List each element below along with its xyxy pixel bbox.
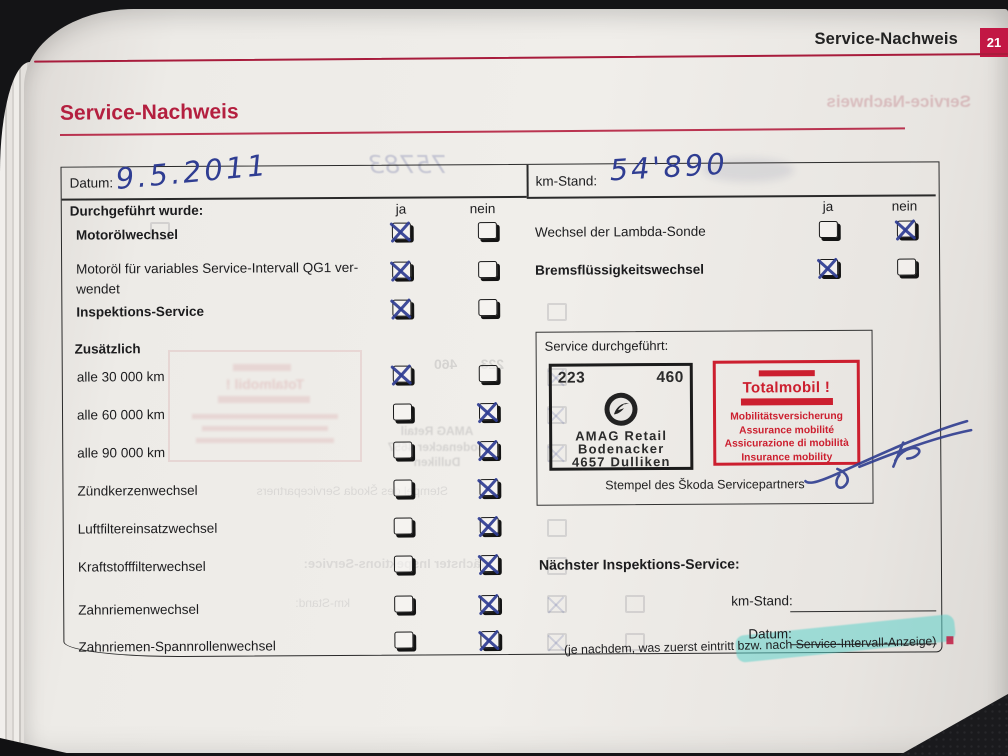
checkbox-ja xyxy=(393,555,413,573)
next-km-blank-line xyxy=(790,610,937,613)
item-label: alle 30 000 km xyxy=(76,369,165,385)
checkbox-ja xyxy=(393,479,413,497)
item-label: Zündkerzenwechsel xyxy=(77,482,198,499)
bleedthrough-checkbox xyxy=(547,444,567,462)
item-label: Motoröl für variables Service-Intervall … xyxy=(76,259,359,297)
km-handwritten-value: 54'890 xyxy=(608,146,729,188)
km-label: km-Stand: xyxy=(535,173,598,189)
bleedthrough-checkbox xyxy=(625,595,645,613)
nein-column-header-right: nein xyxy=(891,198,918,214)
ja-column-header-left: ja xyxy=(395,201,407,217)
km-underline xyxy=(526,194,936,199)
checkbox-ja xyxy=(392,261,412,279)
bleedthrough-checkbox xyxy=(547,557,567,575)
page-header-title: Service-Nachweis xyxy=(814,30,958,48)
bleedthrough-checkbox xyxy=(547,519,567,537)
left-section-heading: Durchgeführt wurde: xyxy=(69,202,204,219)
checkbox-nein xyxy=(896,220,916,238)
service-record-form: Datum: 9.5.2011 km-Stand: 54'890 Durchge… xyxy=(60,147,973,664)
bleedthrough-checkbox xyxy=(547,406,567,424)
item-label: alle 90 000 km xyxy=(77,445,166,461)
item-label: Motorölwechsel xyxy=(75,226,178,243)
checkbox-nein xyxy=(479,441,499,459)
service-performed-box: Service durchgeführt: 223 460 AMAG Retai… xyxy=(535,329,874,506)
checkbox-ja xyxy=(392,365,412,383)
bleedthrough-smudge xyxy=(702,158,794,182)
totalmobil-title: Totalmobil ! xyxy=(742,378,831,397)
checkbox-ja xyxy=(819,258,839,277)
bleedthrough-checkbox xyxy=(547,595,567,613)
checkbox-nein xyxy=(897,258,917,276)
checkbox-nein xyxy=(480,595,500,613)
nein-column-header-left: nein xyxy=(469,201,496,217)
stamp-right-number: 460 xyxy=(656,368,684,387)
dealer-stamp: 223 460 AMAG Retail Bodenacker 4657 Dull… xyxy=(548,362,694,471)
item-label: Zahnriemen-Spannrollenwechsel xyxy=(78,638,276,655)
ja-column-header-right: ja xyxy=(822,198,834,215)
service-box-heading: Service durchgeführt: xyxy=(544,337,669,354)
checkbox-nein xyxy=(479,555,499,573)
page-title: Service-Nachweis xyxy=(59,100,239,125)
bleedthrough-totalmobil-box: Totalmobil ! xyxy=(168,350,362,462)
cell-divider xyxy=(526,164,529,197)
checkbox-nein xyxy=(478,365,498,383)
datum-underline xyxy=(61,195,527,201)
checkbox-ja xyxy=(392,403,413,421)
datum-label: Datum: xyxy=(69,175,114,191)
item-label: Luftfiltereinsatzwechsel xyxy=(77,520,218,537)
checkbox-ja xyxy=(394,595,414,613)
bleedthrough-checkbox xyxy=(547,368,567,386)
signature xyxy=(804,419,973,489)
red-marker xyxy=(946,636,954,645)
skoda-logo-icon xyxy=(604,392,638,426)
bleedthrough-checkbox xyxy=(547,633,567,651)
bleedthrough-checkbox xyxy=(547,303,567,321)
checkbox-nein xyxy=(479,479,499,497)
item-label: Inspektions-Service xyxy=(76,303,205,320)
item-label: alle 60 000 km xyxy=(76,407,165,423)
item-label: Wechsel der Lambda-Sonde xyxy=(534,223,706,240)
next-service-heading: Nächster Inspektions-Service: xyxy=(538,555,740,573)
checkbox-nein xyxy=(478,403,499,421)
stamp-left-number: 223 xyxy=(557,369,586,387)
stamp-line3: 4657 Dulliken xyxy=(571,453,671,470)
next-km-label: km-Stand: xyxy=(731,593,793,609)
zusatzlich-heading: Zusätzlich xyxy=(74,341,141,357)
item-label: Kraftstofffilterwechsel xyxy=(77,558,206,575)
checkbox-ja xyxy=(392,299,412,317)
bleedthrough-checkbox xyxy=(150,222,170,240)
checkbox-nein xyxy=(478,261,498,279)
checkbox-ja xyxy=(391,222,411,240)
checkbox-nein xyxy=(478,299,498,317)
checkbox-nein xyxy=(479,517,499,535)
bleedthrough-checkbox xyxy=(625,633,645,651)
checkbox-ja xyxy=(393,441,413,459)
page-number-badge: 21 xyxy=(980,28,1008,57)
item-label: Zahnriemenwechsel xyxy=(78,601,200,618)
checkbox-ja xyxy=(818,220,838,239)
checkbox-ja xyxy=(393,517,413,535)
checkbox-nein xyxy=(477,222,497,240)
item-label: Bremsflüssigkeitswechsel xyxy=(535,261,705,278)
